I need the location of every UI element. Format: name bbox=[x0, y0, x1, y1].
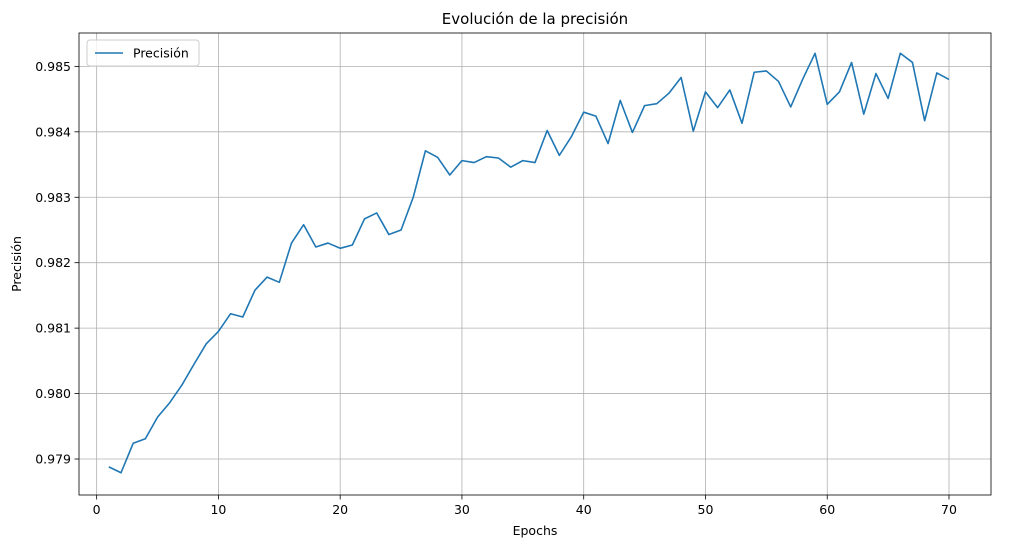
x-tick-label: 50 bbox=[698, 502, 714, 517]
x-tick-label: 20 bbox=[332, 502, 348, 517]
y-tick-label: 0.981 bbox=[35, 321, 71, 336]
series-layer bbox=[108, 52, 950, 474]
x-axis-label: Epochs bbox=[513, 523, 558, 538]
x-tick-label: 30 bbox=[454, 502, 470, 517]
y-tick-label: 0.984 bbox=[35, 124, 71, 139]
x-tick-label: 0 bbox=[93, 502, 101, 517]
x-tick-label: 40 bbox=[576, 502, 592, 517]
legend-label: Precisión bbox=[133, 46, 189, 61]
x-tick-label: 60 bbox=[819, 502, 835, 517]
ticks: 0 10 20 30 40 50 60 70 0.979 0.980 0.981 0.982 0.983… bbox=[35, 59, 957, 517]
y-tick-label: 0.985 bbox=[35, 59, 71, 74]
x-tick-label: 10 bbox=[210, 502, 226, 517]
series-line bbox=[108, 52, 950, 474]
y-tick-label: 0.983 bbox=[35, 190, 71, 205]
x-tick-label: 70 bbox=[941, 502, 957, 517]
legend: Precisión bbox=[86, 39, 200, 67]
y-axis-label: Precisión bbox=[9, 236, 24, 292]
plot-frame bbox=[78, 32, 992, 496]
y-tick-label: 0.980 bbox=[35, 386, 71, 401]
y-tick-label: 0.979 bbox=[35, 452, 71, 467]
axes bbox=[78, 32, 992, 496]
legend-box bbox=[86, 39, 200, 67]
y-tick-label: 0.982 bbox=[35, 255, 71, 270]
grid bbox=[79, 33, 991, 495]
chart-title: Evolución de la precisión bbox=[442, 10, 628, 28]
